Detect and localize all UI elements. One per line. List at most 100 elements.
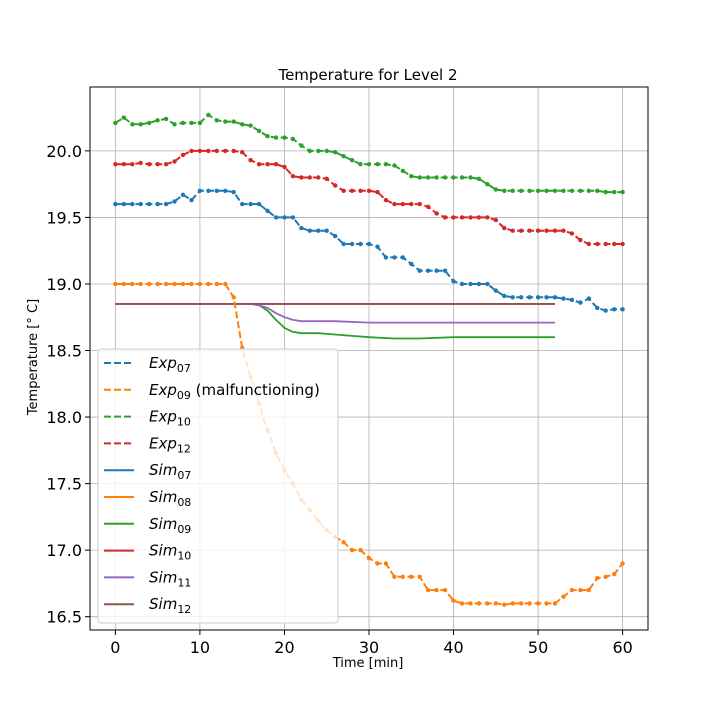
series-exp-10 — [113, 112, 625, 195]
series-sim-11 — [115, 302, 555, 324]
data-point — [510, 295, 515, 300]
data-point — [324, 176, 329, 181]
data-point — [206, 148, 211, 154]
data-point — [519, 601, 524, 606]
data-point — [400, 201, 405, 207]
data-point — [383, 162, 389, 167]
data-point — [535, 188, 541, 193]
legend-entry: Sim07 — [104, 461, 191, 482]
data-point — [476, 601, 482, 606]
data-point — [333, 233, 338, 239]
data-point — [502, 602, 507, 607]
data-point — [620, 241, 625, 247]
x-tick-label: 20 — [274, 638, 294, 657]
data-point — [240, 122, 245, 127]
data-point — [197, 120, 203, 126]
data-point — [358, 241, 363, 247]
data-point — [620, 561, 625, 566]
y-tick-label: 19.0 — [46, 275, 82, 294]
legend-box — [97, 348, 339, 624]
data-point — [569, 188, 575, 193]
data-point — [451, 215, 456, 220]
data-point — [113, 201, 118, 207]
data-point — [586, 296, 591, 301]
data-point — [392, 201, 397, 207]
data-point — [434, 175, 439, 180]
series-line — [115, 302, 555, 340]
x-tick-label: 0 — [110, 638, 120, 657]
data-point — [349, 188, 355, 193]
data-point — [341, 540, 346, 545]
data-point — [316, 228, 321, 233]
chart-title: Temperature for Level 2 — [277, 66, 457, 84]
data-point — [349, 547, 355, 553]
data-point — [451, 175, 456, 180]
data-point — [535, 295, 541, 300]
data-point — [544, 188, 549, 193]
data-point — [561, 228, 566, 233]
data-point — [155, 281, 160, 287]
data-point — [620, 189, 625, 195]
legend-label: Sim09 — [149, 515, 191, 536]
data-point — [282, 135, 287, 140]
data-point — [561, 188, 566, 193]
x-tick-label: 60 — [612, 638, 632, 657]
series-exp-07 — [113, 188, 625, 313]
data-point — [426, 175, 431, 180]
data-point — [603, 241, 608, 247]
data-point — [569, 231, 575, 236]
y-tick-label: 19.5 — [46, 208, 82, 227]
data-point — [535, 228, 541, 233]
data-point — [476, 215, 482, 220]
data-point — [569, 587, 575, 593]
data-point — [138, 281, 143, 287]
data-point — [358, 188, 363, 193]
data-point — [451, 279, 456, 284]
data-point — [189, 120, 194, 126]
series-sim-09 — [115, 302, 555, 340]
legend-entry: Sim10 — [104, 542, 191, 563]
series-line — [115, 302, 555, 324]
legend-entry: Sim08 — [104, 488, 191, 509]
data-point — [400, 168, 405, 173]
data-point — [383, 255, 389, 260]
data-point — [552, 601, 558, 606]
data-point — [316, 148, 321, 154]
data-point — [130, 122, 135, 127]
data-point — [172, 122, 177, 127]
data-point — [248, 158, 253, 163]
data-point — [544, 295, 549, 300]
y-tick-label: 16.5 — [46, 608, 82, 627]
series-exp-12 — [113, 148, 625, 247]
data-point — [586, 241, 591, 247]
data-point — [375, 189, 380, 195]
data-point — [197, 188, 203, 193]
data-point — [476, 281, 482, 287]
x-tick-label: 50 — [528, 638, 548, 657]
data-point — [138, 201, 143, 207]
data-point — [527, 188, 532, 193]
data-point — [595, 188, 600, 193]
data-point — [510, 228, 515, 233]
data-point — [349, 158, 355, 163]
data-point — [434, 268, 439, 273]
data-point — [578, 237, 583, 243]
data-point — [256, 162, 262, 167]
data-point — [612, 307, 617, 312]
data-point — [223, 281, 228, 287]
data-point — [231, 189, 236, 195]
data-point — [155, 201, 160, 207]
data-point — [434, 211, 439, 216]
data-point — [121, 115, 127, 120]
data-point — [299, 175, 304, 180]
data-point — [603, 308, 608, 313]
data-point — [349, 241, 355, 247]
data-point — [459, 281, 465, 287]
data-point — [485, 215, 490, 220]
data-point — [341, 188, 346, 193]
data-point — [214, 281, 219, 287]
data-point — [485, 281, 490, 287]
data-point — [265, 162, 270, 167]
data-point — [519, 295, 524, 300]
data-point — [273, 135, 279, 140]
